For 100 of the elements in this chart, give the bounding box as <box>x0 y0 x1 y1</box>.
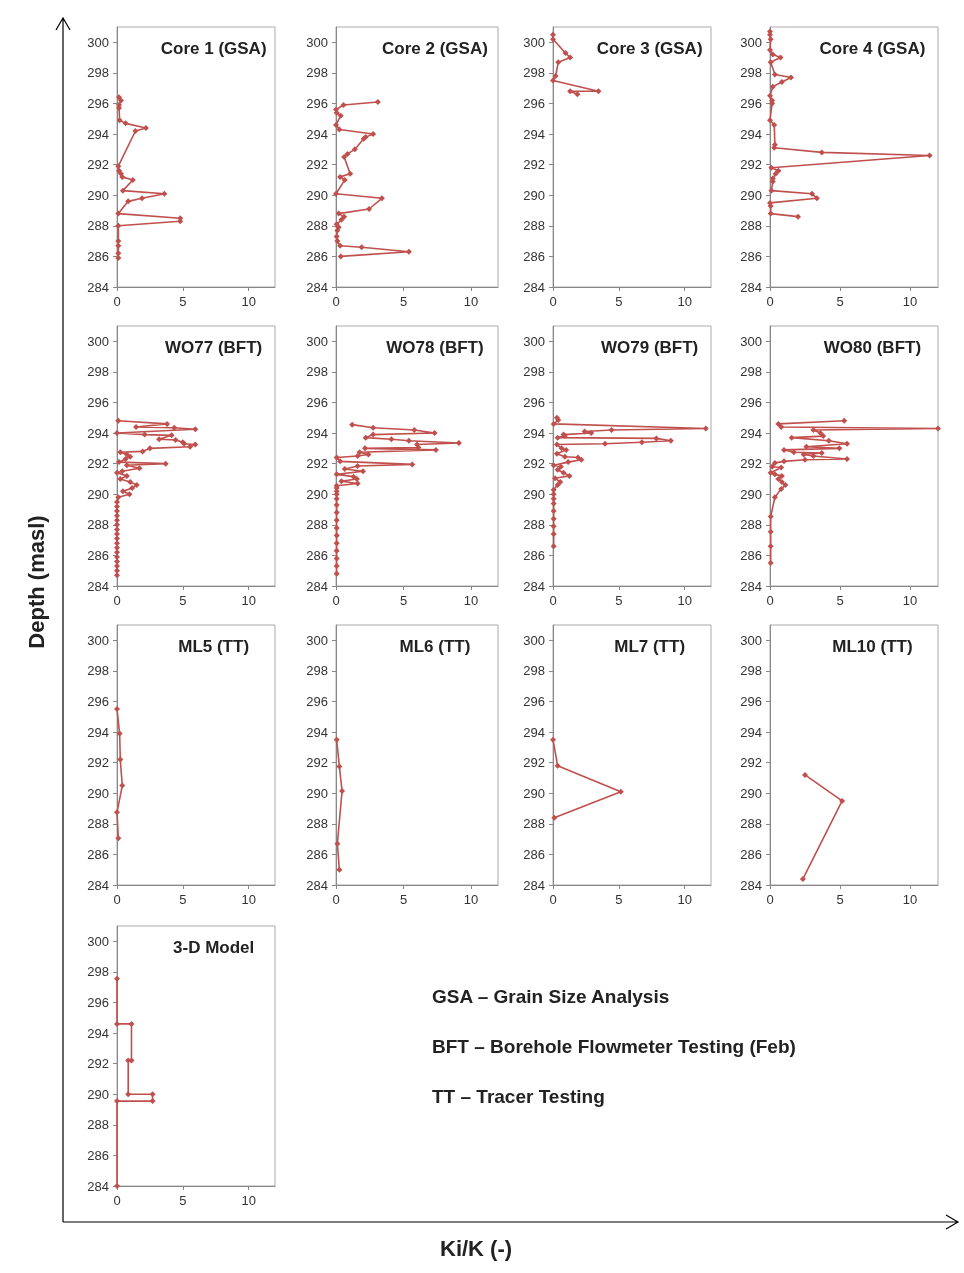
x-tick-label: 0 <box>549 593 557 608</box>
point <box>772 170 779 177</box>
x-tick-label: 10 <box>677 294 692 309</box>
point <box>192 441 199 448</box>
point <box>333 547 340 554</box>
y-tick-label: 298 <box>87 964 109 980</box>
point <box>575 454 582 461</box>
x-tick-label: 5 <box>836 892 844 907</box>
point <box>844 456 850 463</box>
point <box>114 1020 120 1027</box>
y-tick-label: 300 <box>523 333 545 349</box>
y-tick-label: 298 <box>306 663 328 679</box>
point <box>115 459 122 466</box>
point <box>356 449 363 456</box>
y-tick-label: 296 <box>523 95 545 111</box>
point <box>114 531 120 537</box>
y-tick-label: 290 <box>740 187 762 203</box>
text: BFT – Borehole Flowmeter Testing (Feb) <box>432 1036 796 1058</box>
text: Core 3 (GSA) <box>596 39 703 58</box>
y-tick-label: 286 <box>87 1147 109 1163</box>
point <box>333 501 340 508</box>
x-tick-label: 10 <box>463 892 479 907</box>
point <box>338 216 345 223</box>
y-tick-label: 288 <box>523 517 545 533</box>
point <box>362 434 369 441</box>
point <box>114 706 120 713</box>
point <box>767 92 773 99</box>
y-tick-label: 286 <box>523 846 545 862</box>
point <box>129 176 136 183</box>
point <box>333 190 339 197</box>
point <box>778 464 785 471</box>
point <box>839 797 846 804</box>
y-tick-label: 286 <box>740 846 762 862</box>
point <box>354 453 361 459</box>
point <box>802 771 808 778</box>
y-tick-label: 296 <box>87 394 109 410</box>
point <box>115 222 122 229</box>
y-tick-label: 292 <box>306 456 328 472</box>
point <box>810 427 817 433</box>
point <box>565 459 572 466</box>
point <box>119 488 126 495</box>
point <box>554 466 561 473</box>
point <box>122 120 129 127</box>
y-tick-label: 294 <box>740 425 762 441</box>
point <box>768 164 775 171</box>
point <box>115 494 122 501</box>
point <box>653 435 660 442</box>
point <box>334 238 341 245</box>
y-tick-label: 294 <box>523 724 545 740</box>
point <box>767 210 774 217</box>
point <box>552 72 559 79</box>
point <box>667 437 674 444</box>
y-tick-label: 294 <box>523 126 545 142</box>
point <box>767 513 774 520</box>
point <box>115 210 122 217</box>
point <box>172 436 179 443</box>
y-tick-label: 300 <box>523 34 545 50</box>
point <box>638 439 645 446</box>
point <box>123 462 130 469</box>
text: ML6 (TT) <box>399 637 471 656</box>
y-tick-label: 298 <box>740 65 762 81</box>
point <box>114 558 120 565</box>
x-tick-label: 10 <box>241 1193 256 1208</box>
point <box>455 440 462 446</box>
point <box>168 432 175 439</box>
point <box>349 421 356 428</box>
point <box>127 479 134 485</box>
y-tick-label: 288 <box>87 816 109 832</box>
y-tick-label: 284 <box>87 279 109 295</box>
y-tick-label: 284 <box>306 279 328 295</box>
y-tick-label: 292 <box>87 755 109 771</box>
point <box>595 88 602 95</box>
point <box>551 475 558 482</box>
y-tick-label: 296 <box>523 394 545 410</box>
point <box>162 460 169 467</box>
point <box>550 543 557 550</box>
point <box>550 77 556 84</box>
point <box>557 463 564 470</box>
point <box>139 195 146 202</box>
x-tick-label: 5 <box>399 294 408 309</box>
point <box>133 423 140 430</box>
point <box>550 420 557 427</box>
point <box>370 431 377 438</box>
point <box>146 445 153 452</box>
point <box>550 515 557 522</box>
point <box>771 459 778 466</box>
point <box>333 540 340 547</box>
y-tick-label: 290 <box>523 785 545 801</box>
point <box>405 437 412 444</box>
point <box>116 730 123 737</box>
point <box>114 1098 120 1105</box>
point <box>767 543 774 550</box>
y-tick-label: 290 <box>306 187 328 203</box>
point <box>333 471 340 478</box>
y-tick-label: 288 <box>87 218 109 234</box>
y-tick-label: 292 <box>740 157 762 173</box>
point <box>333 121 339 128</box>
point <box>844 440 850 447</box>
y-tick-label: 284 <box>740 578 762 594</box>
y-tick-label: 290 <box>87 1086 109 1102</box>
